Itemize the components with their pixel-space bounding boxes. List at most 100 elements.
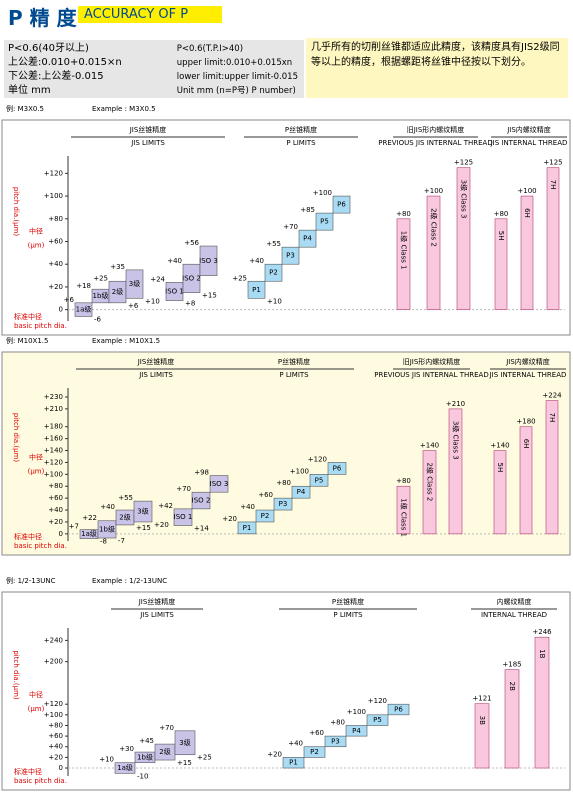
y-tick-label: 0: [59, 530, 63, 538]
high-label: +224: [542, 392, 562, 400]
tolerance-box: [387, 703, 410, 716]
group-subtitle: P LIMITS: [279, 371, 309, 379]
y-tick-label: +200: [44, 658, 63, 666]
y-tick-label: +60: [48, 732, 63, 740]
baseline-cn: 标准中径: [14, 312, 42, 321]
high-label: +125: [454, 159, 473, 167]
tolerance-box: [396, 485, 411, 535]
y-tick-label: +60: [48, 494, 63, 502]
high-label: +85: [300, 206, 315, 214]
box-label: P6: [394, 706, 403, 714]
tolerance-box: [74, 302, 93, 317]
spec-line: upper limit:0.010+0.015xn: [176, 58, 293, 68]
box-label: P3: [286, 252, 295, 260]
spec-line: 下公差:上公差-0.015: [8, 71, 104, 82]
tolerance-box: [291, 485, 311, 499]
y-tick-label: +80: [48, 482, 63, 490]
box-label: 3级: [179, 738, 190, 747]
axis-unit: (μm): [28, 242, 45, 250]
box-label: P6: [337, 201, 346, 209]
tolerance-box: [97, 520, 117, 539]
tolerance-box: [324, 735, 347, 748]
high-label: +121: [472, 695, 491, 703]
axis-unit: (μm): [28, 468, 45, 476]
y-tick-label: +120: [44, 700, 63, 708]
high-label: +120: [308, 455, 327, 463]
high-label: +25: [232, 274, 247, 282]
low-label: -6: [94, 315, 102, 323]
high-label: +6: [64, 296, 75, 304]
box-label: 1b级: [93, 291, 109, 300]
axis-title: pitch dia.(μm): [12, 650, 20, 700]
high-label: +70: [283, 223, 298, 231]
high-label: +40: [240, 503, 255, 511]
low-label: +14: [194, 525, 209, 533]
low-label: +10: [267, 297, 282, 305]
tolerance-box: [494, 218, 508, 310]
high-label: +40: [167, 257, 182, 265]
group-title: JIS丝锥精度: [138, 597, 176, 606]
low-label: -7: [118, 537, 125, 545]
high-label: +98: [194, 469, 209, 477]
example-label-en: Example : M3X0.5: [92, 105, 156, 113]
high-label: +100: [313, 189, 332, 197]
group-title: P丝锥精度: [285, 125, 317, 134]
y-tick-label: +100: [44, 470, 63, 478]
low-label: +8: [185, 300, 195, 308]
high-label: +100: [290, 467, 309, 475]
high-label: +120: [368, 697, 387, 705]
tolerance-box: [237, 521, 257, 535]
box-label: 5H: [497, 231, 505, 241]
box-label: 6H: [522, 439, 530, 449]
high-label: +60: [309, 729, 324, 737]
high-label: +125: [543, 159, 562, 167]
baseline-en: basic pitch dia.: [14, 542, 67, 550]
high-label: +140: [420, 442, 439, 450]
box-label: P1: [252, 286, 261, 294]
example-label: 例: M3X0.5: [6, 104, 44, 113]
tolerance-box: [303, 746, 326, 758]
box-label: P2: [261, 512, 270, 520]
y-tick-label: +120: [44, 169, 63, 177]
box-label: 2级: [159, 747, 170, 756]
axis-title-cn: 中径: [29, 227, 43, 236]
box-label: P4: [303, 235, 312, 243]
high-label: +56: [184, 239, 199, 247]
example-label-en: Example : M10X1.5: [92, 337, 160, 345]
tolerance-box: [298, 229, 317, 248]
box-label: 5H: [496, 463, 504, 473]
y-tick-label: +210: [44, 405, 63, 413]
box-label: P1: [243, 524, 252, 532]
group-title: JIS内螺纹精度: [506, 125, 551, 134]
high-label: +80: [494, 210, 509, 218]
group-subtitle: JIS INTERNAL THREAD: [489, 371, 567, 379]
box-label: 2级: [119, 512, 130, 521]
high-label: +25: [93, 274, 108, 282]
high-label: +80: [330, 718, 345, 726]
tolerance-box: [247, 280, 266, 299]
tolerance-box: [474, 703, 490, 769]
group-title: JIS丝锥精度: [129, 125, 167, 134]
tolerance-box: [345, 725, 368, 737]
tolerance-box: [281, 246, 300, 265]
group-subtitle: P LIMITS: [333, 611, 363, 619]
tolerance-box: [125, 269, 144, 299]
box-label: P4: [352, 727, 361, 735]
y-tick-label: +160: [44, 435, 63, 443]
spec-en: P<0.6(T.P.I>40) upper limit:0.010+0.015x…: [177, 42, 298, 98]
y-tick-label: +40: [48, 743, 63, 751]
axis-title: pitch dia.(μm): [12, 187, 20, 237]
tolerance-box: [191, 491, 211, 510]
y-tick-label: +230: [44, 393, 63, 401]
box-label: 3B: [478, 716, 486, 725]
tolerance-box: [422, 450, 437, 535]
group-title: P丝锥精度: [278, 357, 310, 366]
box-label: P5: [315, 476, 324, 484]
y-tick-label: 0: [59, 764, 63, 772]
high-label: +55: [118, 494, 133, 502]
tolerance-box: [534, 636, 550, 769]
high-label: +60: [258, 491, 273, 499]
low-label: +15: [177, 759, 192, 767]
tolerance-box: [133, 500, 153, 523]
